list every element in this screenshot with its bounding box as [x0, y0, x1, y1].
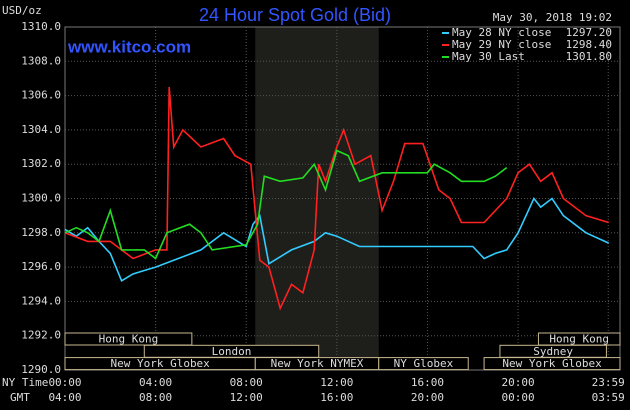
y-tick-label: 1294.0: [21, 294, 61, 307]
legend-label: May 28 NY close: [452, 26, 551, 39]
x-tick-label: 12:00: [320, 376, 353, 389]
y-tick-label: 1300.0: [21, 192, 61, 205]
watermark: www.kitco.com: [67, 37, 191, 56]
x-tick-label: 08:00: [230, 376, 263, 389]
x-axis-label: NY Time: [2, 376, 48, 389]
session-box: [378, 357, 469, 371]
y-tick-label: 1302.0: [21, 157, 61, 170]
session-label: Hong Kong: [549, 333, 609, 346]
y-tick-label: 1292.0: [21, 329, 61, 342]
y-unit: USD/oz: [2, 4, 42, 17]
y-tick-label: 1310.0: [21, 20, 61, 33]
y-tick-label: 1296.0: [21, 260, 61, 273]
session-box: [64, 332, 193, 346]
x2-tick-label: 20:00: [411, 391, 444, 404]
x-tick-label: 23:59: [592, 376, 625, 389]
session-label: New York Globex: [502, 357, 602, 370]
x2-tick-label: 12:00: [230, 391, 263, 404]
legend-label: May 30 Last: [452, 50, 525, 63]
legend-close: 1301.80: [566, 50, 612, 63]
legend-close: 1297.20: [566, 26, 612, 39]
x-tick-label: 04:00: [139, 376, 172, 389]
x2-tick-label: 00:00: [501, 391, 534, 404]
legend-label: May 29 NY close: [452, 38, 551, 51]
x2-axis-label: GMT: [10, 391, 30, 404]
y-tick-label: 1308.0: [21, 54, 61, 67]
series-line: [64, 86, 609, 311]
session-box: [483, 357, 621, 371]
chart-title: 24 Hour Spot Gold (Bid): [199, 5, 391, 25]
timestamp: May 30, 2018 19:02: [493, 11, 612, 24]
x2-tick-label: 04:00: [48, 391, 81, 404]
session-label: New York NYMEX: [271, 357, 364, 370]
x2-tick-label: 03:59: [592, 391, 625, 404]
session-label: NY Globex: [394, 357, 454, 370]
legend-close: 1298.40: [566, 38, 612, 51]
session-label: Hong Kong: [99, 333, 159, 346]
y-tick-label: 1290.0: [21, 363, 61, 376]
y-tick-label: 1298.0: [21, 226, 61, 239]
y-tick-label: 1306.0: [21, 89, 61, 102]
y-tick-label: 1304.0: [21, 123, 61, 136]
session-label: New York Globex: [110, 357, 210, 370]
session-label: London: [212, 345, 252, 358]
session-label: Sydney: [533, 345, 573, 358]
series-line: [64, 196, 610, 282]
x-tick-label: 20:00: [501, 376, 534, 389]
x2-tick-label: 08:00: [139, 391, 172, 404]
x2-tick-label: 16:00: [320, 391, 353, 404]
series-line: [64, 149, 508, 260]
x-tick-label: 16:00: [411, 376, 444, 389]
x-tick-label: 00:00: [48, 376, 81, 389]
